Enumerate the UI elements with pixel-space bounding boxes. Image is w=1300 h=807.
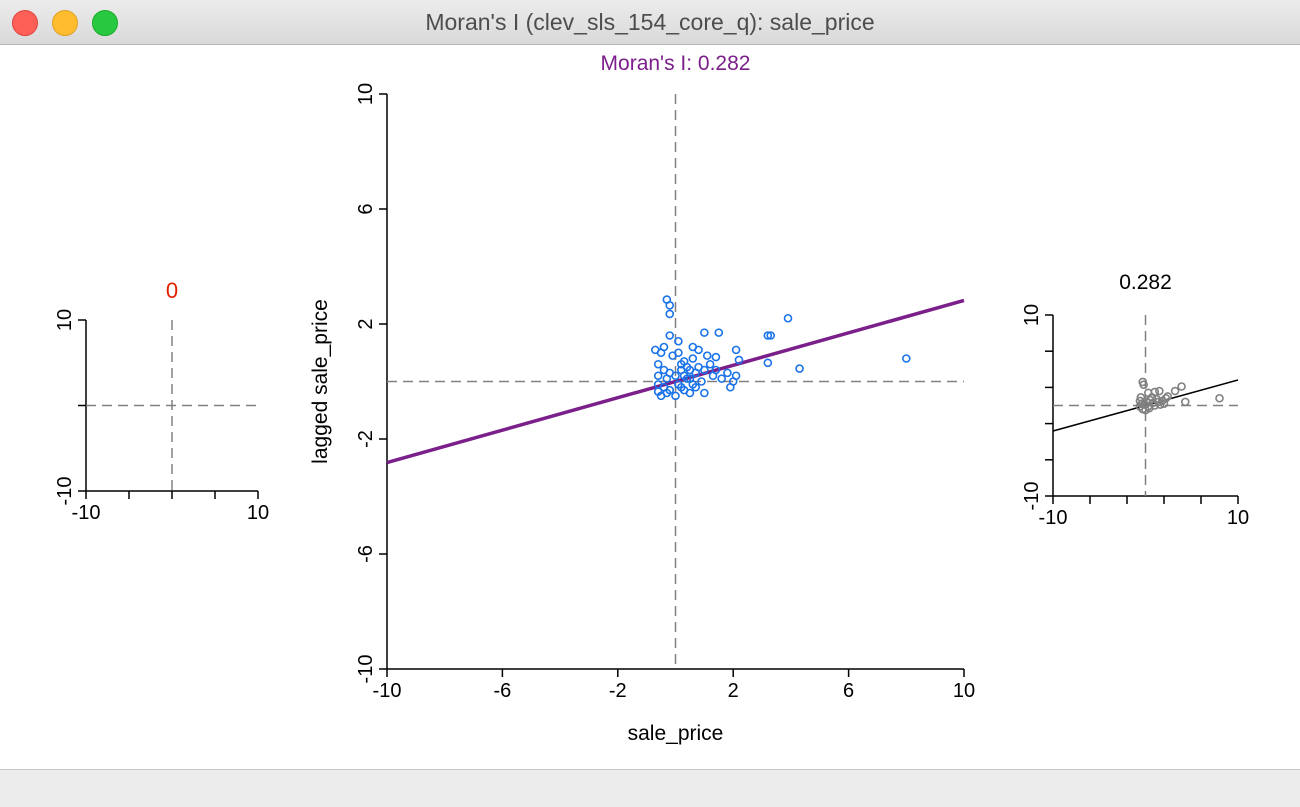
main-plot-data-point[interactable] <box>795 364 804 373</box>
main-plot-data-point[interactable] <box>723 368 732 378</box>
left-plot-y-tick-label: 10 <box>54 309 76 331</box>
main-plot-data-point[interactable] <box>676 365 686 375</box>
status-bar <box>0 769 1300 807</box>
main-plot-x-tick-label: 10 <box>953 680 975 702</box>
right-plot-x-tick-label: 10 <box>1227 507 1249 529</box>
main-plot-data-point[interactable] <box>665 301 675 310</box>
right-plot-data-point[interactable] <box>1163 392 1172 401</box>
main-plot-data-point[interactable] <box>674 336 683 346</box>
main-plot-x-tick-label: -6 <box>494 680 512 702</box>
main-plot-title: Moran's I: 0.282 <box>601 52 751 75</box>
window-minimize-button[interactable] <box>52 10 78 36</box>
main-plot-data-point[interactable] <box>662 388 672 398</box>
main-plot-data-point[interactable] <box>674 348 683 358</box>
main-plot-data-point[interactable] <box>671 371 680 381</box>
main-plot-data-point[interactable] <box>665 309 675 319</box>
right-plot-data-point[interactable] <box>1139 380 1148 389</box>
right-plot-y-tick-label: 10 <box>1021 304 1043 326</box>
left-plot-y-tick-label: -10 <box>54 477 76 506</box>
window-maximize-button[interactable] <box>92 10 118 36</box>
main-plot-data-point[interactable] <box>688 354 698 363</box>
main-plot-data-point[interactable] <box>653 359 663 369</box>
main-plot-data-point[interactable] <box>682 374 692 383</box>
left-plot-x-tick-label: 10 <box>247 502 269 524</box>
right-plot-data-point[interactable] <box>1177 382 1186 391</box>
right-plot-data-point[interactable] <box>1154 397 1163 407</box>
main-plot-data-point[interactable] <box>700 388 709 398</box>
main-plot-data-point[interactable] <box>901 354 911 363</box>
main-plot-data-point[interactable] <box>763 331 773 340</box>
main-plot-data-point[interactable] <box>731 345 741 355</box>
main-plot-x-tick-label: -2 <box>609 680 627 702</box>
main-plot-data-point[interactable] <box>653 387 663 396</box>
main-plot-data-point[interactable] <box>653 371 663 381</box>
right-plot-x-tick-label: -10 <box>1039 507 1068 529</box>
main-plot-y-tick-label: -6 <box>355 545 377 563</box>
main-plot-data-point[interactable] <box>766 331 776 340</box>
right-plot-data-point[interactable] <box>1215 393 1224 403</box>
left-plot-title: 0 <box>166 278 178 303</box>
plot-canvas[interactable]: -10 10 -10 10 0 -10 -6 -2 2 6 10 -10 -6 -2 2 6 10 Moran's… <box>0 45 1300 769</box>
main-plot-y-tick-label: -2 <box>355 430 377 448</box>
main-plot-x-tick-label: -10 <box>373 680 402 702</box>
main-plot-data-point[interactable] <box>711 365 721 375</box>
main-plot-data-point[interactable] <box>714 328 724 337</box>
main-plot-data-point[interactable] <box>685 374 695 383</box>
main-plot-x-axis-label: sale_price <box>628 722 724 745</box>
right-plot-y-tick-label: -10 <box>1021 482 1043 511</box>
main-plot-y-axis-label: lagged sale_price <box>309 299 332 464</box>
main-plot-x-tick-label: 6 <box>843 680 854 702</box>
main-plot-data-point[interactable] <box>711 352 721 362</box>
main-plot-data-point[interactable] <box>717 374 726 383</box>
right-plot-data-point[interactable] <box>1147 393 1157 402</box>
main-plot-data-point[interactable] <box>783 313 793 323</box>
right-plot-data-point[interactable] <box>1180 397 1190 407</box>
main-plot-data-point[interactable] <box>731 371 741 381</box>
main-plot-data-point[interactable] <box>694 345 703 355</box>
main-plot-data-point[interactable] <box>700 365 709 375</box>
main-plot-data-point[interactable] <box>734 355 744 365</box>
main-plot-data-point[interactable] <box>671 391 680 401</box>
main-plot-y-tick-label: 6 <box>355 203 377 214</box>
left-plot-x-tick-label: -10 <box>72 502 101 524</box>
window-close-button[interactable] <box>12 10 38 36</box>
right-plot-data-point[interactable] <box>1157 396 1167 406</box>
main-plot-data-point[interactable] <box>697 377 706 386</box>
main-plot-data-point[interactable] <box>763 358 773 368</box>
main-plot-x-tick-label: 2 <box>728 680 739 702</box>
main-plot-data-point[interactable] <box>679 357 689 366</box>
main-plot-y-tick-label: -10 <box>355 655 377 684</box>
main-plot-data-point[interactable] <box>702 351 712 360</box>
main-plot-data-point[interactable] <box>665 331 675 340</box>
main-plot-data-point[interactable] <box>676 382 686 392</box>
main-plot-y-tick-label: 10 <box>355 83 377 105</box>
right-plot-title: 0.282 <box>1119 271 1172 294</box>
main-plot-y-tick-label: 2 <box>355 318 377 329</box>
window-titlebar: Moran's I (clev_sls_154_core_q): sale_pr… <box>0 0 1300 45</box>
right-plot-data-point[interactable] <box>1170 386 1180 396</box>
main-plot-data-point[interactable] <box>691 382 700 392</box>
window-title: Moran's I (clev_sls_154_core_q): sale_pr… <box>425 9 875 35</box>
moran-scatter-plots: -10 10 -10 10 0 -10 -6 -2 2 6 10 -10 -6 -2 2 6 10 Moran's… <box>54 52 1249 745</box>
main-plot-data-point[interactable] <box>700 328 709 337</box>
main-plot-data-point[interactable] <box>705 359 715 369</box>
right-plot-data-point[interactable] <box>1155 386 1164 396</box>
main-plot-data-point[interactable] <box>656 348 666 358</box>
